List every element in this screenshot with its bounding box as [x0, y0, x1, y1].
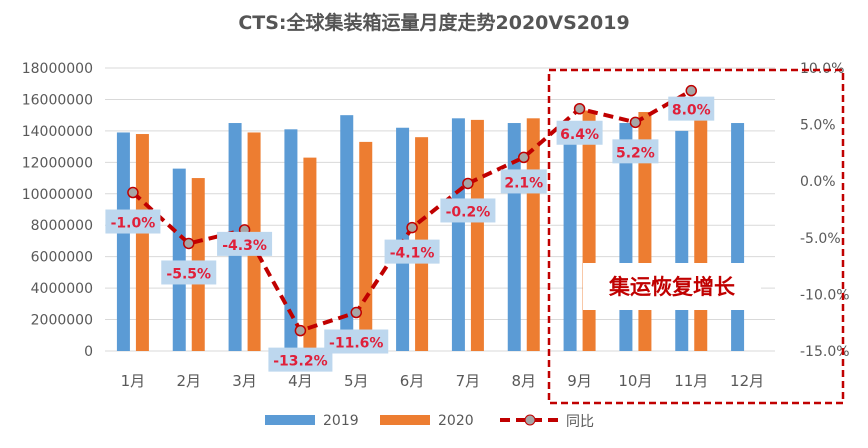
data-label-background: [268, 347, 333, 372]
data-label: 8.0%: [672, 103, 711, 119]
yoy-marker: [629, 116, 642, 129]
legend-marker-yoy: [524, 414, 536, 426]
x-tick-label: 12月: [730, 372, 764, 390]
bar-2019: [340, 115, 354, 352]
data-label-background: [217, 231, 273, 256]
bar-2019: [675, 130, 689, 351]
annotation-background: [583, 263, 761, 310]
data-label-background: [500, 169, 547, 194]
yoy-marker: [127, 186, 139, 199]
data-label-background: [161, 260, 217, 285]
data-label: -1.0%: [111, 216, 156, 232]
bar-2020: [582, 110, 596, 351]
legend-swatch-2019: [265, 415, 315, 425]
x-tick-label: 11月: [674, 372, 708, 390]
y-left-tick-label: 6000000: [31, 250, 93, 266]
y-right-tick-label: -10.0%: [800, 287, 850, 303]
data-label: -11.6%: [329, 336, 383, 352]
chart-title: CTS:全球集装箱运量月度走势2020VS2019: [238, 12, 630, 34]
yoy-marker: [406, 221, 418, 234]
y-left-tick-label: 4000000: [31, 281, 93, 297]
y-left-tick-label: 0: [84, 344, 93, 360]
legend-label: 2019: [323, 413, 359, 429]
y-right-tick-label: 0.0%: [800, 174, 836, 190]
data-label-background: [440, 198, 496, 223]
y-right-tick-label: -5.0%: [800, 231, 841, 247]
yoy-marker: [183, 237, 195, 250]
y-left-tick-label: 8000000: [31, 218, 93, 234]
y-left-tick-label: 18000000: [22, 61, 93, 77]
bar-2020: [694, 113, 708, 351]
data-label: 5.2%: [616, 145, 655, 161]
y-right-tick-label: 10.0%: [800, 61, 844, 77]
y-left-tick-label: 10000000: [22, 187, 93, 203]
x-tick-label: 8月: [511, 372, 536, 390]
x-tick-label: 3月: [232, 372, 257, 390]
data-label-background: [668, 96, 715, 121]
data-label: -13.2%: [273, 354, 327, 370]
data-label-background: [612, 139, 659, 164]
legend-label: 2020: [438, 413, 474, 429]
yoy-marker: [462, 177, 474, 190]
yoy-marker: [350, 306, 362, 319]
yoy-marker: [294, 324, 307, 337]
x-tick-label: 1月: [121, 372, 146, 390]
legend-label: 同比: [566, 414, 594, 430]
y-left-tick-label: 14000000: [22, 124, 93, 140]
data-label: -4.1%: [390, 246, 435, 262]
bar-2020: [303, 157, 317, 351]
bar-2019: [172, 168, 186, 351]
yoy-marker: [685, 84, 697, 97]
yoy-marker: [573, 103, 586, 115]
data-label: 6.4%: [560, 127, 599, 143]
data-label-background: [105, 209, 161, 234]
x-tick-label: 5月: [344, 372, 369, 390]
data-label: -5.5%: [166, 266, 211, 282]
y-right-tick-label: 5.0%: [800, 118, 836, 134]
x-tick-label: 7月: [456, 372, 481, 390]
x-tick-label: 6月: [400, 372, 425, 390]
highlight-box: [547, 68, 845, 405]
y-left-tick-label: 2000000: [31, 313, 93, 329]
bar-2019: [451, 118, 465, 351]
yoy-marker: [518, 151, 530, 164]
data-label-background: [324, 329, 389, 354]
legend-swatch-2020: [380, 415, 430, 425]
x-tick-label: 4月: [288, 372, 313, 390]
y-left-tick-label: 12000000: [22, 155, 93, 171]
bar-2019: [284, 129, 298, 351]
data-label: -4.3%: [222, 238, 267, 254]
annotation-text: 集运恢复增长: [608, 275, 736, 299]
bar-2019: [731, 123, 745, 352]
bar-2019: [563, 124, 577, 351]
bar-2020: [359, 141, 373, 351]
x-tick-label: 2月: [176, 372, 201, 390]
bar-2020: [470, 119, 484, 351]
x-tick-label: 10月: [618, 372, 652, 390]
data-label: -0.2%: [446, 204, 491, 220]
data-label-background: [556, 120, 603, 145]
y-left-tick-label: 16000000: [22, 92, 93, 108]
bar-2020: [135, 134, 149, 351]
data-label-background: [384, 239, 440, 264]
x-tick-label: 9月: [567, 372, 592, 390]
data-label: 2.1%: [504, 175, 543, 191]
y-right-tick-label: -15.0%: [800, 344, 850, 360]
bar-2019: [116, 132, 130, 351]
